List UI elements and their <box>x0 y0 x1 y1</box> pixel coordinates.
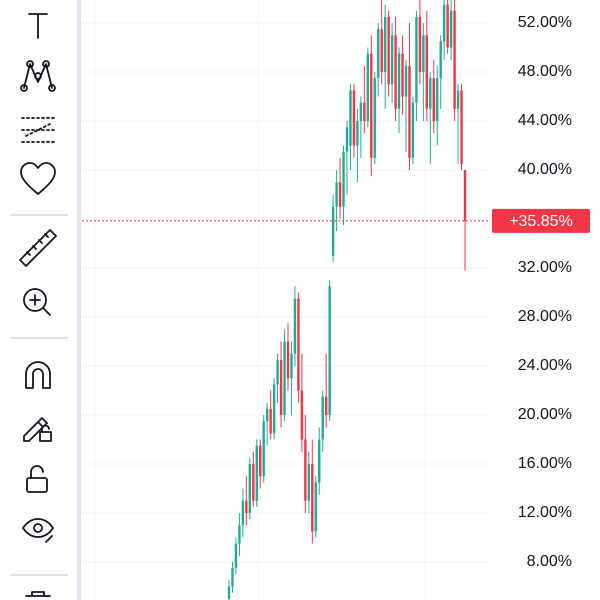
candle-body <box>446 4 449 48</box>
zoom-tool[interactable] <box>23 288 51 316</box>
text-tool[interactable] <box>28 13 48 39</box>
candle-body <box>463 170 467 221</box>
candle-body <box>328 286 331 416</box>
candle-body <box>276 359 279 385</box>
candle-body <box>255 445 258 501</box>
candle-body <box>390 35 394 85</box>
candle-body <box>234 543 238 569</box>
candle-body <box>321 396 324 440</box>
y-tick-label: 20.00% <box>518 406 572 423</box>
y-tick-label: 40.00% <box>518 161 572 178</box>
candle-body <box>436 78 439 122</box>
candle-body <box>404 65 408 97</box>
candle-body <box>307 464 311 501</box>
y-tick-label: 52.00% <box>518 14 572 31</box>
candle-body <box>352 90 356 146</box>
candle-body <box>422 35 425 73</box>
y-tick-label: 28.00% <box>518 308 572 325</box>
candle-body <box>411 102 415 158</box>
y-tick-label: 12.00% <box>518 504 572 521</box>
candle-body <box>429 78 432 109</box>
pattern-tool[interactable] <box>20 60 56 92</box>
candle-body <box>394 35 397 109</box>
candle-body <box>415 16 418 103</box>
last-price-tag <box>492 208 590 233</box>
candle-body <box>252 464 255 501</box>
candle-body <box>449 10 453 48</box>
ruler-tool[interactable] <box>19 229 57 267</box>
candle-body <box>241 500 245 526</box>
candle-body <box>366 53 370 122</box>
candle-body <box>227 586 231 599</box>
candle-body <box>293 298 297 354</box>
candle-body <box>324 396 328 416</box>
candle-body <box>300 390 304 440</box>
candle-body <box>331 206 335 256</box>
candle-body <box>342 151 345 207</box>
magnet-tool[interactable] <box>25 361 51 389</box>
candle-body <box>373 78 376 158</box>
toolbar <box>10 0 81 600</box>
candle-body <box>259 445 262 477</box>
y-tick-label: 48.00% <box>518 63 572 80</box>
candle-body <box>279 359 283 416</box>
y-tick-label: 24.00% <box>518 357 572 374</box>
candle-body <box>408 65 411 158</box>
vertical-grid <box>94 0 426 600</box>
candle-body <box>245 500 248 514</box>
candle-body <box>349 90 352 146</box>
candle-body <box>397 53 401 109</box>
candle-body <box>456 90 460 109</box>
candle-body <box>453 10 456 109</box>
candle-body <box>432 78 435 122</box>
last-price-label: +35.85% <box>509 213 573 230</box>
unlock-tool[interactable] <box>26 465 48 493</box>
candle-body <box>248 464 252 514</box>
fib-tool[interactable] <box>21 117 55 143</box>
candle-body <box>318 439 321 483</box>
toolbar-divider <box>77 0 81 600</box>
candle-body <box>272 384 276 434</box>
candle-body <box>377 29 380 79</box>
y-tick-label: 32.00% <box>518 259 572 276</box>
candle-body <box>345 127 349 152</box>
candle-body <box>439 41 442 79</box>
candle-body <box>286 341 290 379</box>
candle-body <box>363 102 366 122</box>
candle-body <box>425 35 429 109</box>
visibility-tool[interactable] <box>22 518 54 543</box>
y-tick-label: 8.00% <box>527 553 572 570</box>
candle-body <box>311 464 314 532</box>
candle-body <box>265 408 269 422</box>
candle-body <box>387 16 390 85</box>
candle-body <box>238 525 241 544</box>
favorites[interactable] <box>20 162 56 195</box>
candle-body <box>335 182 338 207</box>
candle-body <box>401 53 404 97</box>
delete-tool[interactable] <box>25 591 51 597</box>
candle-body <box>314 482 317 532</box>
candle-body <box>290 353 293 379</box>
candle-body <box>297 298 300 391</box>
candle-body <box>418 16 422 73</box>
candle-body <box>442 4 446 42</box>
candle-body <box>383 16 387 73</box>
candle-body <box>304 439 307 501</box>
candle-body <box>338 182 342 207</box>
candle-body <box>356 121 359 146</box>
lock-drawing[interactable] <box>23 417 52 442</box>
y-tick-label: 44.00% <box>518 112 572 129</box>
candle-body <box>231 568 234 587</box>
y-tick-label: 16.00% <box>518 455 572 472</box>
candle-body <box>359 102 363 122</box>
candle-body <box>283 341 286 416</box>
candle-body <box>269 408 272 434</box>
candle-body <box>262 421 265 477</box>
candle-body <box>460 90 463 164</box>
candle-body <box>380 29 383 73</box>
candle-body <box>370 53 373 158</box>
